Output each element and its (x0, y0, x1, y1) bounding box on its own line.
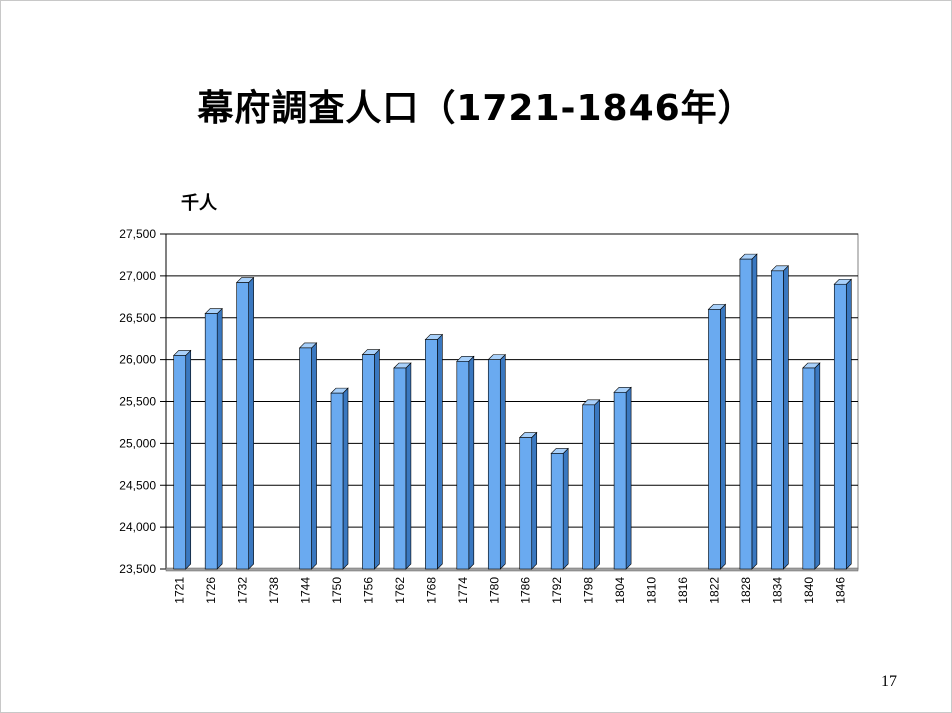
x-tick-label: 1804 (613, 577, 627, 604)
bar-1721 (173, 355, 187, 570)
x-tick-label: 1816 (676, 577, 690, 604)
bar-side-1768 (437, 333, 443, 570)
bar-side-1792 (562, 447, 569, 570)
x-tick-label: 1780 (487, 577, 501, 604)
bar-1744 (299, 347, 312, 570)
bar-side-1840 (814, 362, 821, 570)
bar-1750 (330, 392, 344, 570)
bar-side-1744 (311, 342, 317, 570)
chart-floor (165, 567, 859, 572)
bar-side-1726 (216, 307, 223, 570)
bar-1846 (833, 283, 847, 570)
x-tick-label: 1828 (739, 577, 753, 604)
x-tick-label: 1834 (770, 577, 784, 604)
slide-title: 幕府調査人口（1721-1846年） (197, 88, 755, 129)
bar-side-1732 (248, 276, 254, 570)
y-tick-label: 27,500 (119, 227, 156, 241)
bar-1804 (613, 391, 627, 570)
x-tick-label: 1726 (204, 577, 218, 604)
bar-1756 (362, 354, 375, 570)
page-number: 17 (881, 673, 897, 690)
bar-side-1846 (845, 278, 852, 570)
y-tick-label: 25,500 (119, 395, 156, 409)
x-tick-label: 1792 (550, 577, 564, 604)
y-axis-unit-label: 千人 (181, 193, 217, 214)
bar-side-1721 (185, 349, 192, 570)
bar-1834 (771, 270, 784, 570)
bar-side-1780 (499, 353, 506, 570)
bars (173, 253, 852, 570)
x-tick-label: 1774 (456, 577, 470, 604)
bar-side-1804 (625, 386, 632, 570)
bar-1774 (456, 360, 470, 570)
bar-1762 (393, 367, 407, 570)
x-tick-label: 1744 (299, 577, 313, 604)
x-tick-label: 1810 (645, 577, 659, 604)
y-tick-label: 27,000 (119, 269, 156, 283)
y-tick-label: 23,500 (119, 562, 156, 576)
bar-side-1774 (468, 355, 475, 570)
x-tick-label: 1750 (330, 577, 344, 604)
x-tick-label: 1756 (361, 577, 375, 604)
bar-side-1822 (720, 303, 726, 570)
x-tick-label: 1840 (802, 577, 816, 604)
bar-1786 (519, 437, 533, 570)
x-tick-label: 1738 (267, 577, 281, 604)
bar-1780 (487, 359, 501, 570)
y-tick-label: 24,000 (119, 520, 156, 534)
x-tick-label: 1822 (707, 577, 721, 604)
y-tick-label: 26,500 (119, 311, 156, 325)
floor (165, 567, 859, 572)
bar-1732 (236, 282, 249, 570)
bar-1792 (550, 453, 564, 570)
bar-1822 (708, 309, 721, 570)
x-tick-label: 1732 (236, 577, 250, 604)
bar-side-1798 (594, 399, 600, 570)
x-tick-label: 1798 (582, 577, 596, 604)
x-tick-label: 1762 (393, 577, 407, 604)
y-axis-ticks: 23,500 24,000 24,500 25,000 25,500 26,000 26,5… (119, 227, 156, 576)
bar-1798 (582, 404, 595, 570)
x-tick-label: 1846 (833, 577, 847, 604)
y-tick-label: 25,000 (119, 436, 156, 450)
bar-1840 (802, 367, 816, 570)
bar-side-1762 (405, 362, 412, 570)
y-tick-label: 26,000 (119, 353, 156, 367)
bar-1768 (425, 339, 438, 570)
bar-side-1834 (783, 265, 789, 570)
x-axis-ticks: 1721 1726 1732 1738 1744 1750 1756 1762 1768 1774… (173, 577, 848, 604)
bar-1828 (739, 258, 753, 570)
x-tick-label: 1786 (519, 577, 533, 604)
x-tick-label: 1721 (173, 577, 187, 604)
bar-1726 (204, 313, 218, 570)
bar-side-1786 (531, 431, 538, 570)
x-tick-label: 1768 (424, 577, 438, 604)
y-tick-label: 24,500 (119, 478, 156, 492)
bar-side-1756 (374, 348, 380, 570)
bar-side-1828 (751, 253, 758, 570)
bar-side-1750 (342, 387, 349, 570)
